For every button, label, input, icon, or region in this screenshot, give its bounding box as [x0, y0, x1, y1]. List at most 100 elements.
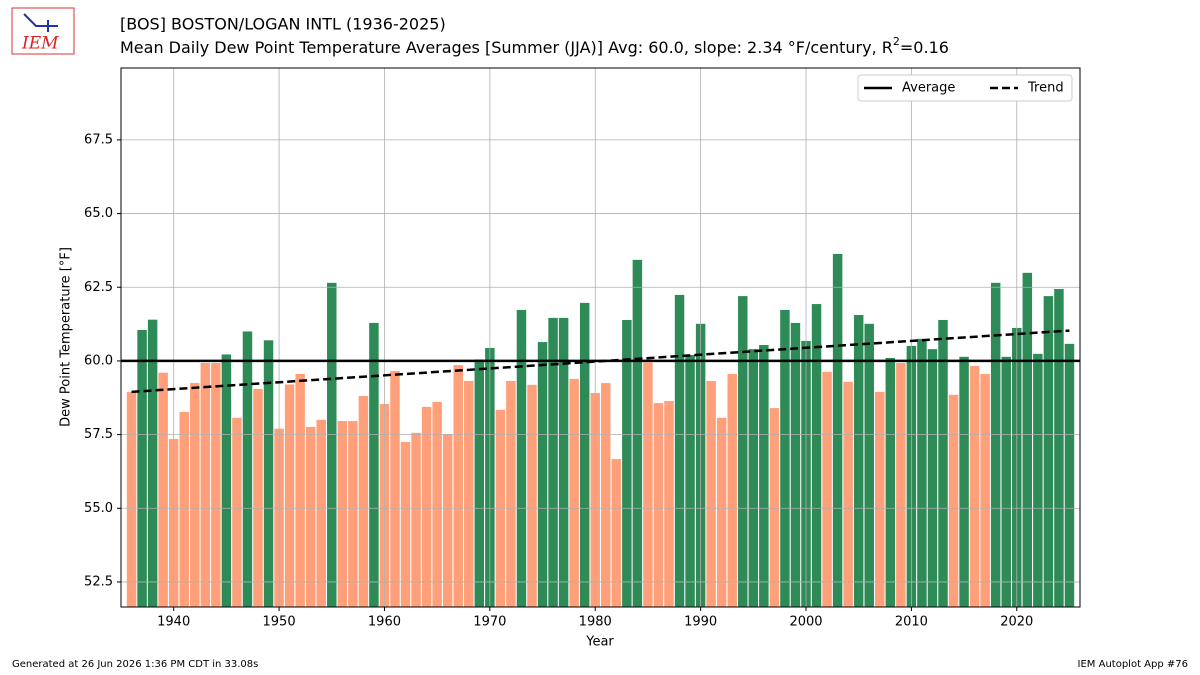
bar: [738, 296, 748, 607]
logo: IEM: [11, 7, 75, 55]
y-tick-label: 55.0: [84, 501, 113, 516]
bar: [263, 340, 274, 607]
bar: [1064, 343, 1075, 607]
bar: [284, 384, 295, 607]
x-tick-label: 1950: [263, 615, 296, 630]
bar: [527, 384, 537, 607]
bar: [211, 362, 221, 607]
bar: [759, 345, 769, 607]
bar: [232, 417, 242, 607]
footer-right: IEM Autoplot App #76: [1078, 659, 1188, 670]
bar: [558, 317, 569, 607]
bar: [601, 383, 611, 607]
bar: [442, 434, 453, 607]
x-tick-label: 1960: [368, 615, 401, 630]
chart-subtitle: Mean Daily Dew Point Temperature Average…: [120, 35, 949, 57]
trend-line: [131, 329, 1070, 394]
bar: [579, 302, 590, 607]
bar: [790, 322, 801, 607]
bar: [137, 329, 147, 607]
bar: [411, 432, 421, 607]
bar: [421, 406, 432, 607]
bar: [917, 338, 927, 607]
bar: [843, 381, 853, 607]
bar: [769, 408, 780, 607]
bar: [853, 314, 864, 607]
bar: [464, 380, 474, 607]
bar: [295, 373, 305, 607]
bar: [643, 362, 653, 607]
bar: [147, 319, 158, 607]
bar: [611, 459, 622, 607]
x-tick-label: 2010: [895, 615, 928, 630]
bar: [1022, 272, 1033, 607]
x-axis-label: Year: [585, 635, 614, 650]
legend-box: [857, 74, 1073, 102]
x-tick-label: 2000: [789, 615, 822, 630]
legend-label: Trend: [1027, 81, 1064, 96]
bar: [748, 349, 759, 607]
bar: [969, 365, 980, 607]
bar: [927, 349, 938, 607]
bar: [305, 426, 316, 607]
bar: [664, 401, 674, 607]
bar: [337, 421, 348, 607]
bar: [706, 380, 716, 607]
bar: [727, 373, 737, 607]
bar: [221, 354, 232, 607]
bar: [474, 359, 485, 607]
bar: [896, 362, 906, 607]
subtitle-text: Mean Daily Dew Point Temperature Average…: [120, 38, 893, 57]
bar: [432, 401, 442, 607]
logo-text: IEM: [21, 34, 59, 54]
bar: [653, 403, 664, 607]
x-tick-label: 1970: [473, 615, 506, 630]
bar: [190, 383, 200, 607]
bar: [959, 356, 969, 607]
bar: [390, 370, 400, 607]
bar: [1043, 296, 1054, 607]
y-tick-label: 65.0: [84, 206, 113, 221]
bar: [242, 331, 253, 607]
y-tick-label: 57.5: [84, 427, 113, 442]
bar: [1001, 356, 1011, 607]
bar: [348, 421, 358, 607]
bar: [158, 372, 168, 607]
footer-left: Generated at 26 Jun 2026 1:36 PM CDT in …: [12, 659, 258, 670]
bar: [327, 282, 337, 607]
logo-icon: [23, 13, 58, 32]
bar: [990, 282, 1001, 607]
bar: [780, 309, 790, 607]
y-tick-label: 52.5: [84, 574, 113, 589]
bar: [622, 319, 632, 607]
bar: [822, 371, 832, 607]
bar: [885, 357, 896, 607]
bar: [980, 373, 990, 607]
bar: [400, 441, 411, 607]
x-tick-label: 1940: [157, 615, 190, 630]
bar: [358, 395, 369, 607]
logo-frame: [11, 7, 75, 55]
bar: [126, 391, 137, 607]
x-tick-label: 2020: [1000, 615, 1033, 630]
x-tick-label: 1980: [579, 615, 612, 630]
y-tick-label: 60.0: [84, 353, 113, 368]
bar: [875, 391, 885, 607]
bar: [811, 304, 822, 607]
bar: [200, 362, 211, 607]
bar: [948, 394, 959, 607]
bar: [569, 378, 579, 607]
bar: [516, 309, 527, 607]
subtitle-text: =0.16: [900, 38, 949, 57]
legend-label: Average: [902, 81, 955, 96]
plot-frame: [120, 67, 1081, 608]
bar: [632, 259, 643, 607]
bar: [253, 388, 263, 607]
chart-title: [BOS] BOSTON/LOGAN INTL (1936-2025): [120, 15, 446, 34]
bar: [685, 355, 695, 607]
bar: [537, 342, 548, 607]
x-tick-label: 1990: [684, 615, 717, 630]
bar: [548, 317, 558, 607]
bar: [832, 253, 843, 607]
